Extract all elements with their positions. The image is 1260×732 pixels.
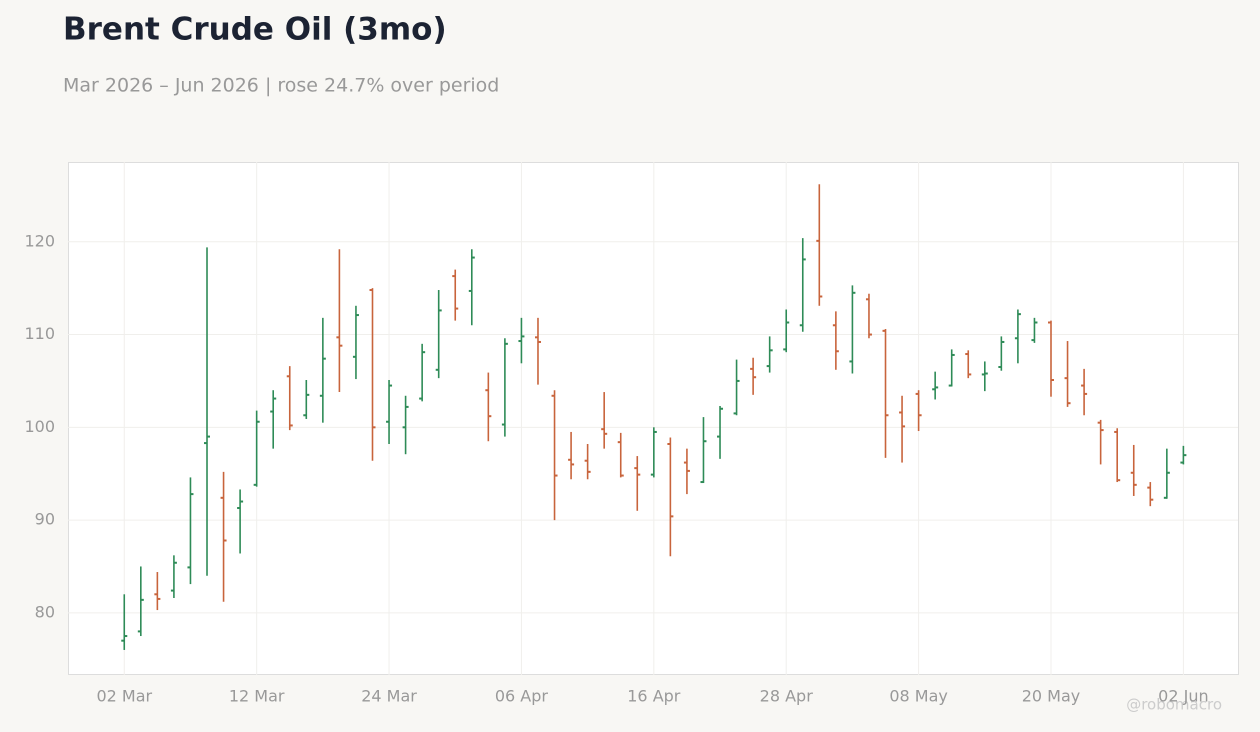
chart-title: Brent Crude Oil (3mo): [63, 12, 447, 48]
x-tick-label: 12 Mar: [229, 687, 285, 706]
y-tick-label: 100: [24, 417, 55, 436]
x-tick-label: 20 May: [1022, 687, 1081, 706]
x-tick-label: 08 May: [889, 687, 948, 706]
x-tick-label: 28 Apr: [760, 687, 814, 706]
x-tick-label: 02 Mar: [96, 687, 152, 706]
x-tick-label: 16 Apr: [627, 687, 681, 706]
x-tick-label: 06 Apr: [495, 687, 549, 706]
x-tick-label: 24 Mar: [361, 687, 417, 706]
y-tick-label: 110: [24, 324, 55, 343]
x-tick-label: 02 Jun: [1158, 687, 1208, 706]
y-tick-label: 80: [35, 602, 55, 621]
watermark: @robomacro: [1126, 696, 1222, 714]
y-tick-label: 120: [24, 231, 55, 250]
y-tick-label: 90: [35, 510, 55, 529]
chart-subtitle: Mar 2026 – Jun 2026 | rose 24.7% over pe…: [63, 75, 499, 97]
